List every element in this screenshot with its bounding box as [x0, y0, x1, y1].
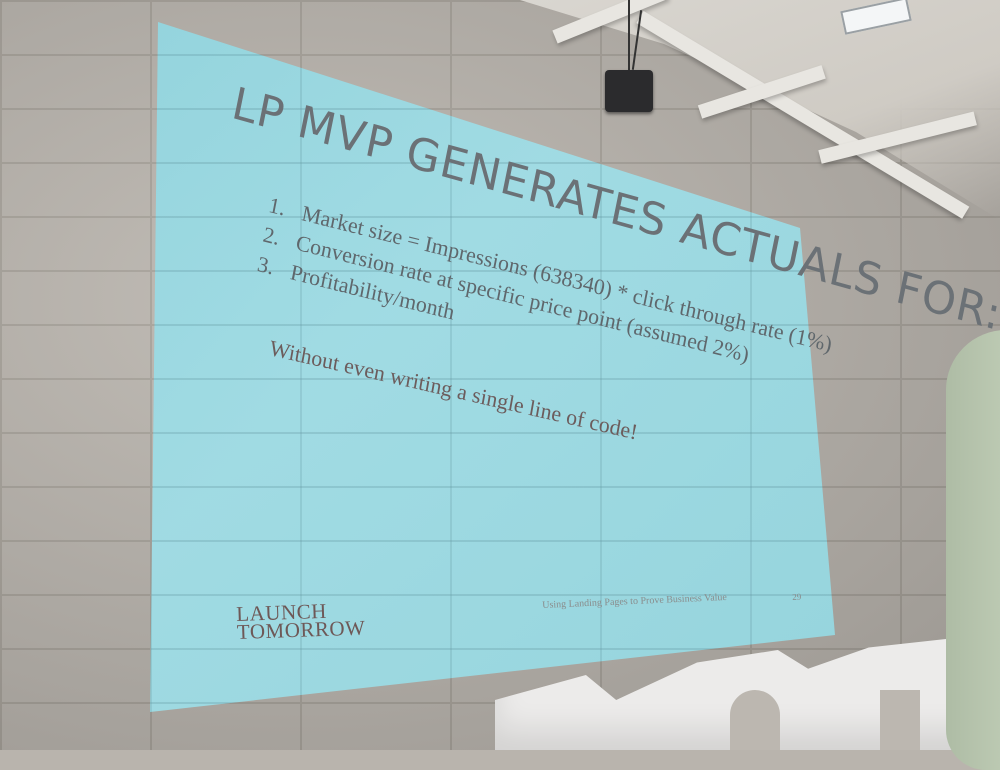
letter-opening — [730, 690, 780, 750]
logo-line-2: TOMORROW — [236, 615, 366, 644]
wall-speaker — [605, 70, 653, 112]
letter-opening — [880, 690, 920, 750]
speaker-cable — [628, 0, 630, 72]
launch-tomorrow-logo: LAUNCH TOMORROW — [236, 599, 366, 644]
slide-page-number: 29 — [792, 591, 802, 602]
person-silhouette — [946, 330, 1000, 770]
